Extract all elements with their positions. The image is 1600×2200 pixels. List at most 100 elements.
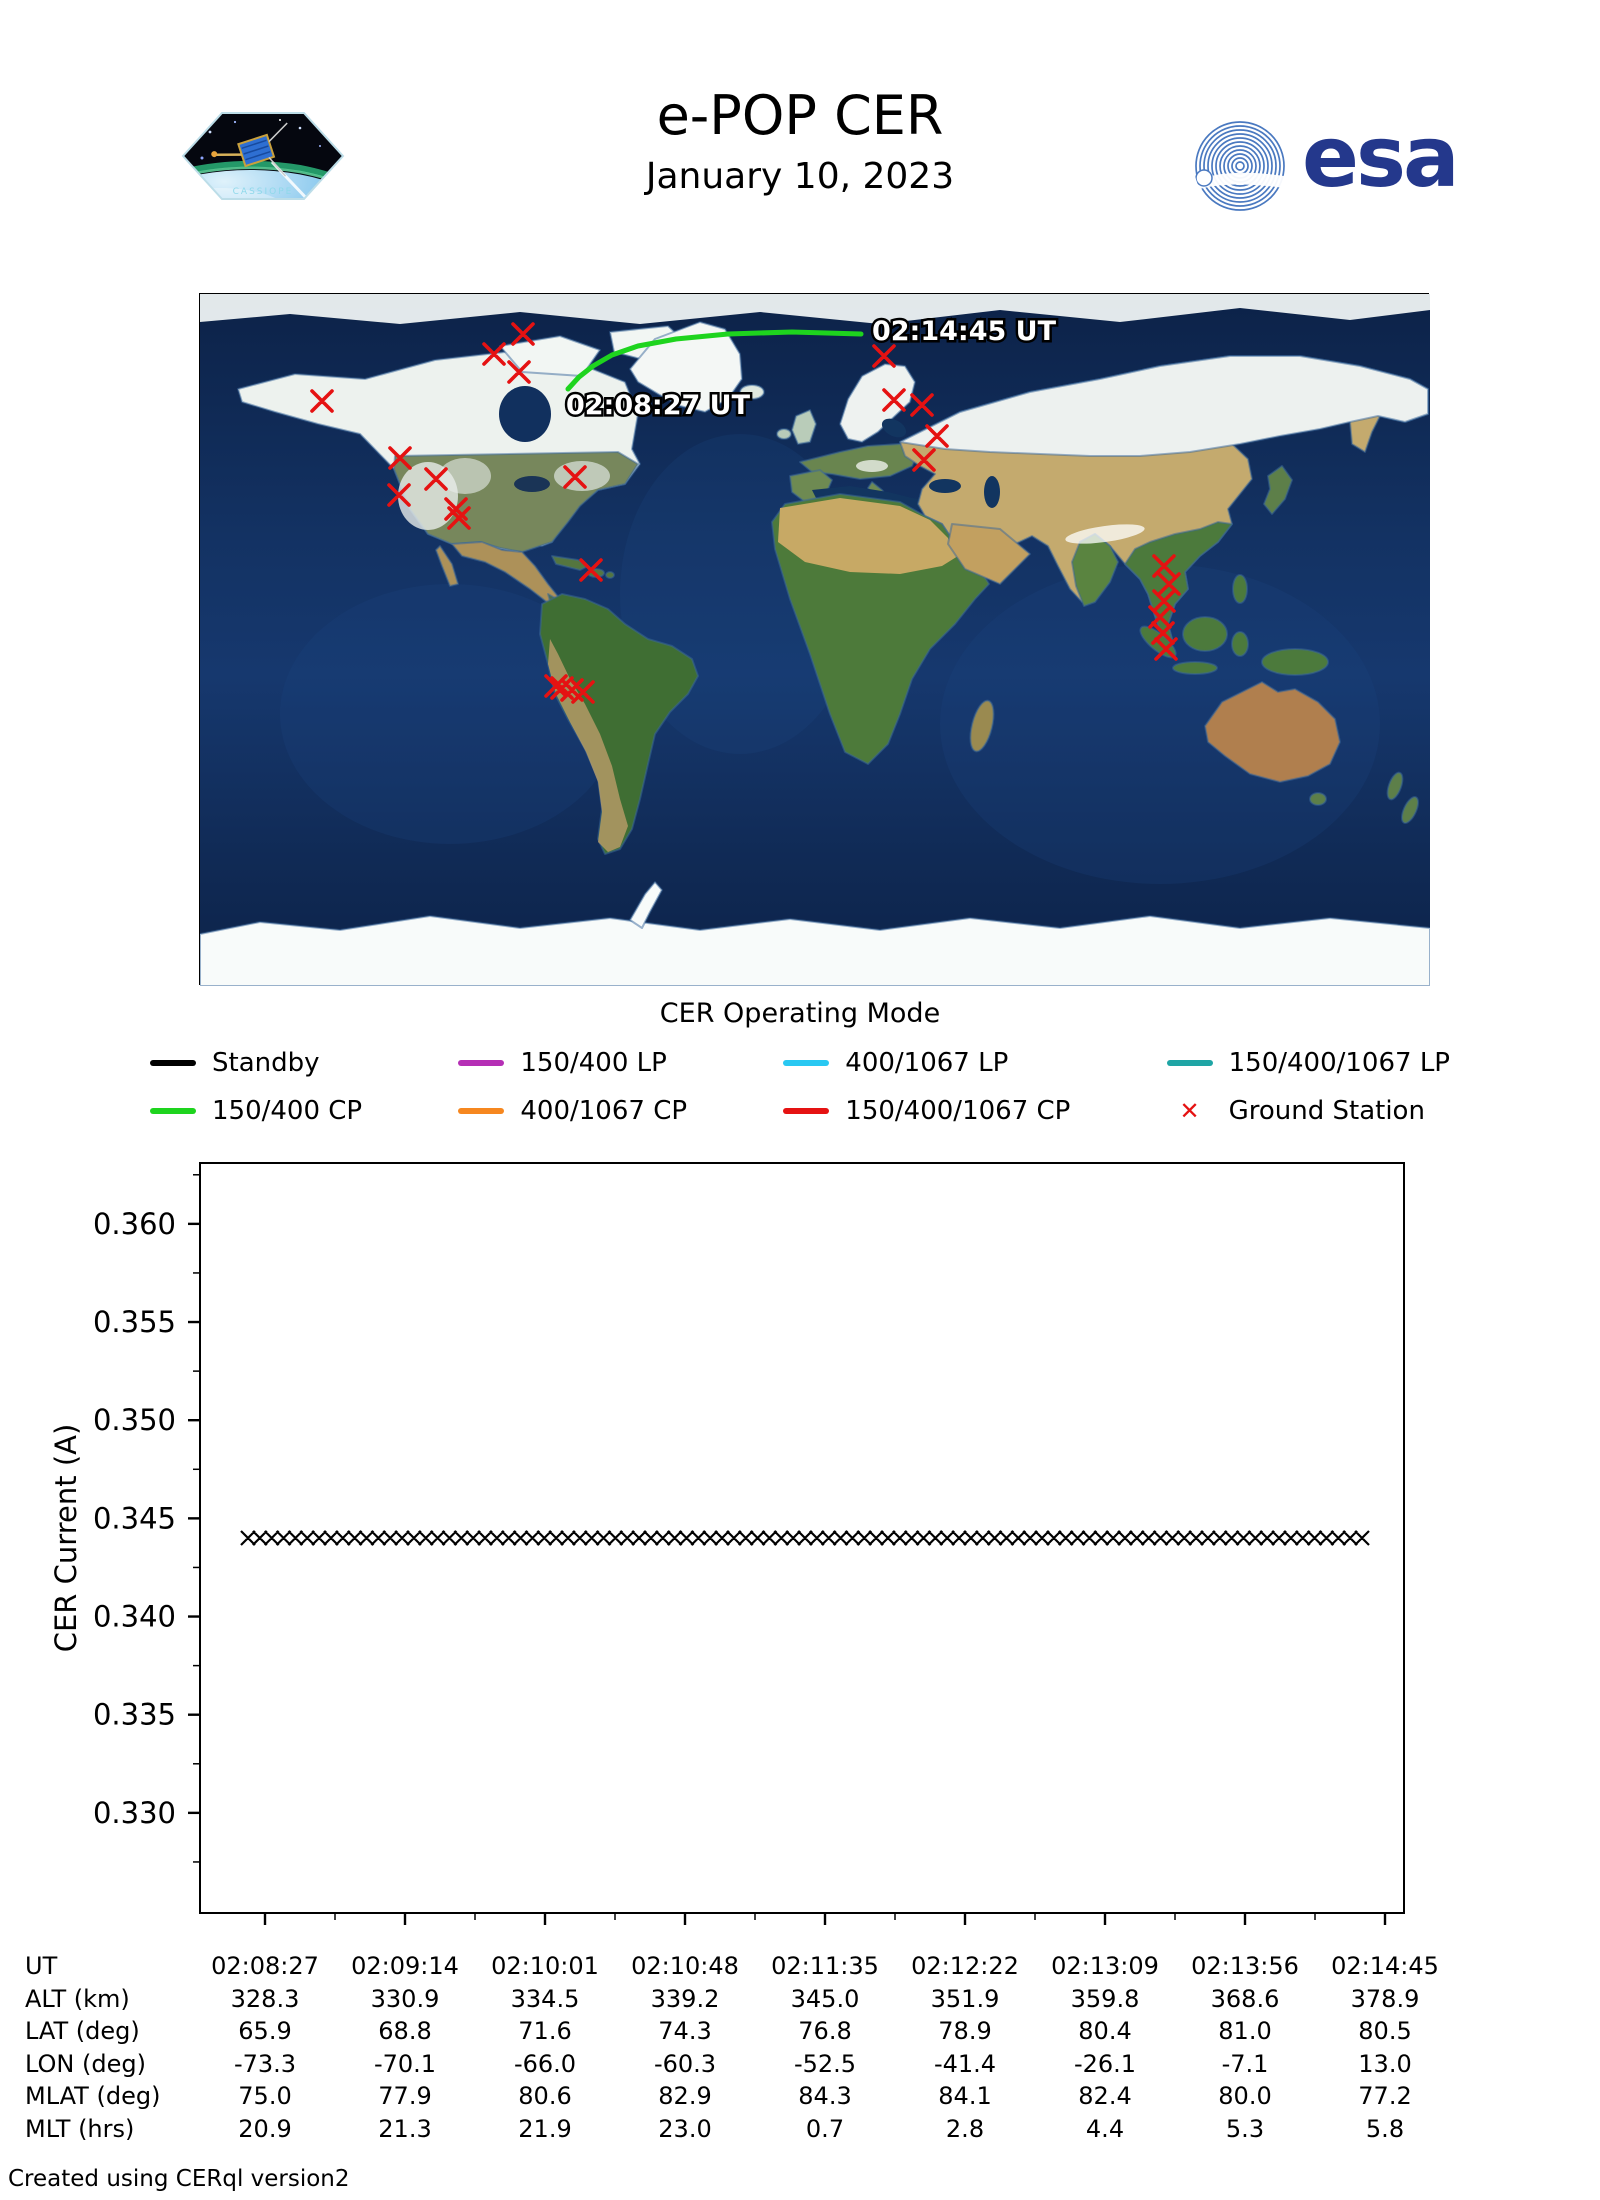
table-row-lon-deg-: LON (deg) -73.3 -70.1 -66.0 -60.3 -52.5 -41.4 -… (0, 2050, 1600, 2083)
legend-item-150-400-cp: 150/400 CP (150, 1096, 362, 1126)
legend-line-swatch (458, 1108, 505, 1114)
table-row-mlat-deg-: MLAT (deg) 75.0 77.9 80.6 82.9 84.3 84.1 82.4 80… (0, 2082, 1600, 2115)
esa-emblem-ball (1195, 169, 1213, 187)
track-start-time-label: 02:08:27 UT (566, 390, 751, 421)
esa-logo-wordmark: esa (1302, 108, 1460, 206)
y-tick-label: 0.330 (93, 1796, 176, 1830)
table-row-label: UT (25, 1952, 58, 1980)
legend-item-label: 400/1067 LP (845, 1048, 1009, 1078)
table-cell: 02:13:09 (1051, 1952, 1159, 1980)
legend-item-standby: Standby (150, 1048, 362, 1078)
legend-line-swatch (458, 1060, 505, 1066)
table-cell: 75.0 (238, 2082, 292, 2111)
ephemeris-table: UT 02:08:27 02:09:14 02:10:01 02:10:48 02:11:… (0, 1952, 1600, 2162)
table-cell: 359.8 (1070, 1984, 1140, 2013)
table-cell: 68.8 (378, 2017, 432, 2046)
legend-line-swatch (783, 1060, 830, 1066)
table-cell: 330.9 (370, 1984, 440, 2013)
y-tick-label: 0.350 (93, 1403, 176, 1437)
cer-mode-legend: Standby 150/400 LP 400/1067 LP 150/400/1067… (150, 1048, 1450, 1126)
table-cell: 84.1 (938, 2082, 992, 2111)
table-cell: 351.9 (930, 1984, 1000, 2013)
table-cell: 82.9 (658, 2082, 712, 2111)
table-cell: 80.5 (1358, 2017, 1412, 2046)
legend-item-150-400-1067-lp: 150/400/1067 LP (1166, 1048, 1450, 1078)
table-cell: 345.0 (790, 1984, 860, 2013)
y-tick-label: 0.335 (93, 1698, 176, 1732)
table-cell: 02:09:14 (351, 1952, 459, 1980)
cassiope-logo-label: CASSIOPE (233, 187, 294, 197)
table-row-label: LAT (deg) (25, 2017, 140, 2046)
legend-item-label: Ground Station (1228, 1096, 1425, 1126)
legend-item-label: 400/1067 CP (520, 1096, 688, 1126)
map-dynamic-layer (310, 322, 1181, 704)
legend-item-150-400-lp: 150/400 LP (458, 1048, 687, 1078)
table-cell: 02:11:35 (771, 1952, 879, 1980)
legend-line-swatch (783, 1108, 830, 1114)
world-map: 02:08:27 UT 02:14:45 UT (199, 294, 1431, 987)
table-row-ut: UT 02:08:27 02:09:14 02:10:01 02:10:48 02:11:… (0, 1952, 1600, 1985)
cassiope-mission-logo: CASSIOPE (181, 112, 345, 200)
legend-line-swatch (1166, 1060, 1213, 1066)
table-cell: 21.9 (518, 2115, 572, 2143)
legend-item-label: 150/400 LP (520, 1048, 667, 1078)
table-cell: 02:08:27 (211, 1952, 319, 1980)
table-cell: -26.1 (1073, 2049, 1137, 2078)
table-cell: -66.0 (513, 2049, 577, 2078)
esa-emblem-rings (1194, 120, 1286, 212)
legend-item-label: 150/400/1067 LP (1228, 1048, 1450, 1078)
footer-credit: Created using CERql version2 (8, 2166, 350, 2192)
table-cell: 02:10:48 (631, 1952, 739, 1980)
table-cell: 4.4 (1085, 2115, 1125, 2143)
table-row-label: MLAT (deg) (25, 2082, 161, 2111)
track-end-time-label: 02:14:45 UT (872, 316, 1057, 347)
table-cell: -60.3 (653, 2049, 717, 2078)
table-cell: 20.9 (238, 2115, 292, 2143)
table-cell: 13.0 (1358, 2049, 1412, 2078)
esa-logo-emblem (1194, 120, 1286, 212)
table-cell: 80.6 (518, 2082, 572, 2111)
legend-item-150-400-1067-cp: 150/400/1067 CP (783, 1096, 1070, 1126)
table-cell: 5.8 (1365, 2115, 1405, 2143)
y-axis-label: CER Current (A) (49, 1424, 83, 1653)
table-cell: 82.4 (1078, 2082, 1132, 2111)
table-cell: 334.5 (510, 1984, 580, 2013)
plot-frame (199, 1162, 1405, 1914)
table-cell: 02:12:22 (911, 1952, 1019, 1980)
table-cell: 02:10:01 (491, 1952, 599, 1980)
logo-hexagon-border (181, 112, 345, 200)
table-cell: 21.3 (378, 2115, 432, 2143)
table-cell: -41.4 (933, 2049, 997, 2078)
table-cell: 78.9 (938, 2017, 992, 2046)
table-cell: 328.3 (230, 1984, 300, 2013)
table-cell: 81.0 (1218, 2017, 1272, 2046)
table-row-label: LON (deg) (25, 2049, 146, 2078)
page-title: e-POP CER (656, 84, 944, 147)
table-row-mlt-hrs-: MLT (hrs) 20.9 21.3 21.9 23.0 0.7 2.8 4.4 5.3 5.8 (0, 2115, 1600, 2148)
y-tick-label: 0.355 (93, 1305, 176, 1339)
ground-station-markers (310, 322, 1181, 704)
satellite-track (565, 329, 864, 392)
header: CASSIOPE e-POP CER January 10, 2023 esa (0, 0, 1600, 240)
esa-emblem-swoosh (1196, 172, 1284, 190)
table-cell: -7.1 (1221, 2049, 1269, 2078)
table-cell: 71.6 (518, 2017, 572, 2046)
table-cell: 65.9 (238, 2017, 292, 2046)
legend-title: CER Operating Mode (659, 998, 941, 1029)
ground-track-map: 02:08:27 UT 02:14:45 UT (199, 293, 1431, 987)
table-cell: 77.2 (1358, 2082, 1412, 2111)
legend-item-label: Standby (212, 1048, 320, 1078)
logo-satellite (211, 122, 288, 177)
legend-item-400-1067-lp: 400/1067 LP (783, 1048, 1070, 1078)
page-date: January 10, 2023 (645, 156, 955, 197)
table-cell: -73.3 (233, 2049, 297, 2078)
table-cell: 339.2 (650, 1984, 720, 2013)
y-tick-label: 0.360 (93, 1207, 176, 1241)
table-cell: 0.7 (805, 2115, 845, 2143)
table-cell: 80.4 (1078, 2017, 1132, 2046)
y-tick-label: 0.345 (93, 1501, 176, 1535)
table-cell: -70.1 (373, 2049, 437, 2078)
y-tick-label: 0.340 (93, 1600, 176, 1634)
cer-current-chart: 0.330 0.335 0.340 0.345 0.350 0.355 0.360 CER C… (49, 1162, 1405, 1925)
table-cell: 378.9 (1350, 1984, 1420, 2013)
